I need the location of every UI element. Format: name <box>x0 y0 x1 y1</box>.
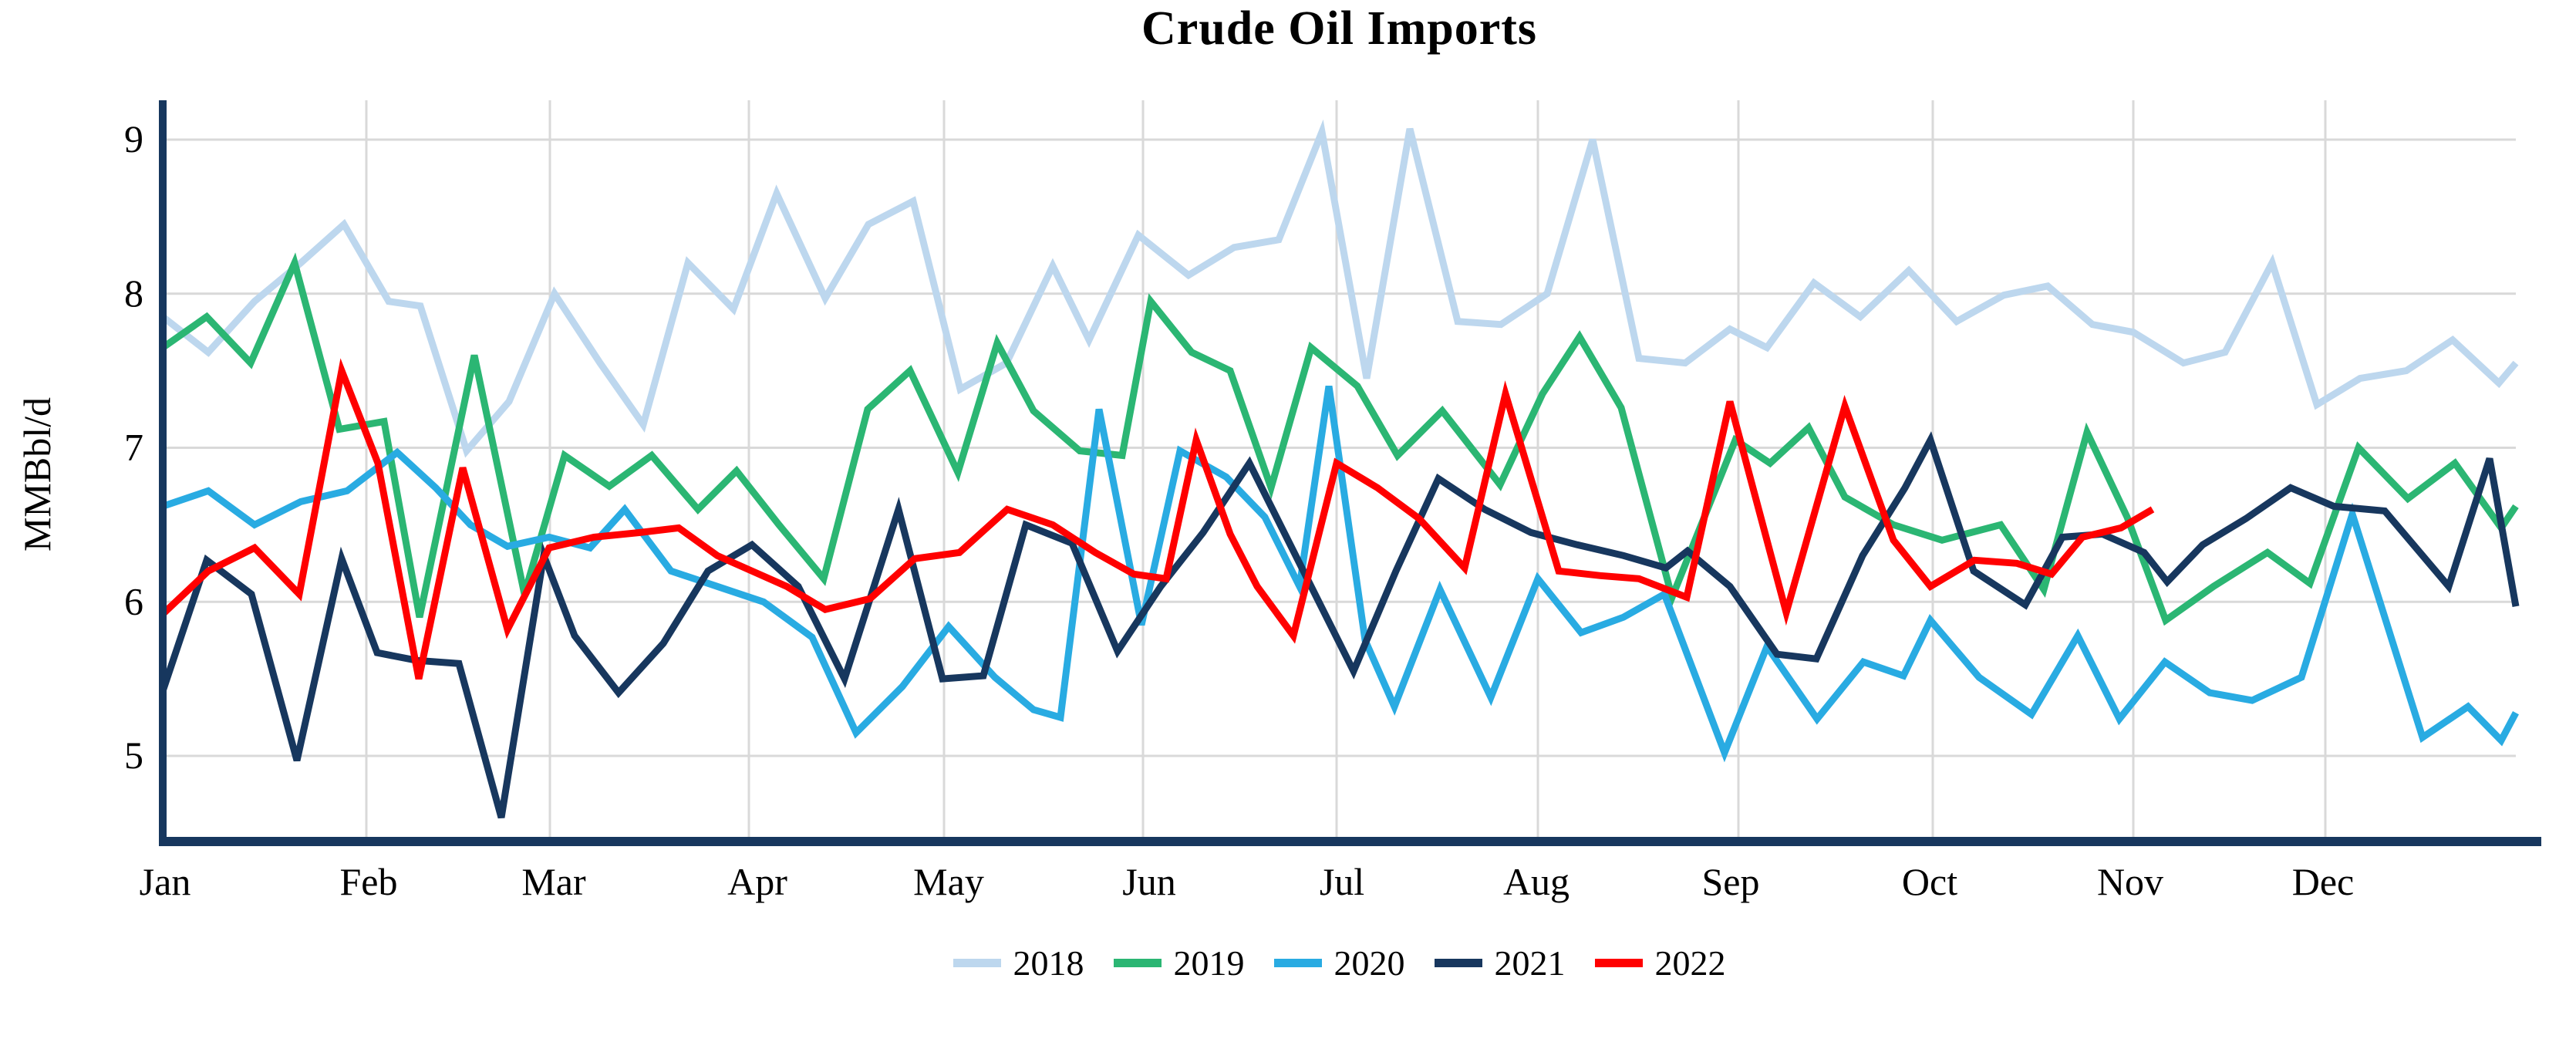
legend-item-2019: 2019 <box>1113 943 1245 983</box>
series-line-2018 <box>160 119 2519 458</box>
series-line-2022 <box>160 358 2155 680</box>
legend-label: 2020 <box>1334 943 1405 983</box>
x-month-label: Feb <box>340 860 398 903</box>
legend-label: 2022 <box>1654 943 1726 983</box>
y-tick-label: 5 <box>124 734 143 777</box>
legend-item-2022: 2022 <box>1594 943 1726 983</box>
legend-item-2018: 2018 <box>953 943 1084 983</box>
x-month-label: Apr <box>727 860 787 903</box>
series-line-2019 <box>160 252 2519 626</box>
x-month-label: Jul <box>1320 860 1364 903</box>
legend-swatch-2021 <box>1434 959 1482 967</box>
legend-item-2020: 2020 <box>1273 943 1405 983</box>
legend-swatch-2020 <box>1273 959 1322 967</box>
x-axis-line <box>159 837 2541 846</box>
y-tick-label: 6 <box>124 579 143 622</box>
y-axis-line <box>159 100 167 845</box>
x-month-label: Mar <box>521 860 586 903</box>
x-month-label: Sep <box>1702 860 1760 903</box>
chart-legend: 2018 2019 2020 2021 2022 <box>163 943 2516 983</box>
legend-swatch-2019 <box>1113 959 1162 967</box>
x-month-label: May <box>913 860 984 903</box>
y-tick-label: 8 <box>124 272 143 315</box>
x-month-label: Dec <box>2292 860 2355 903</box>
y-tick-label: 9 <box>124 117 143 160</box>
legend-swatch-2018 <box>953 959 1001 967</box>
series-line-2020 <box>161 385 2519 763</box>
legend-label: 2019 <box>1173 943 1245 983</box>
x-month-label: Jun <box>1122 860 1175 903</box>
legend-label: 2018 <box>1013 943 1084 983</box>
y-tick-label: 7 <box>124 426 143 469</box>
x-month-label: Jan <box>140 860 191 903</box>
chart-title: Crude Oil Imports <box>1141 2 1537 55</box>
legend-label: 2021 <box>1494 943 1566 983</box>
legend-swatch-2022 <box>1594 959 1643 967</box>
x-month-label: Oct <box>1902 860 1957 903</box>
legend-item-2021: 2021 <box>1434 943 1566 983</box>
x-month-label: Aug <box>1503 860 1570 903</box>
series-line-2021 <box>159 431 2520 819</box>
x-month-label: Nov <box>2097 860 2163 903</box>
